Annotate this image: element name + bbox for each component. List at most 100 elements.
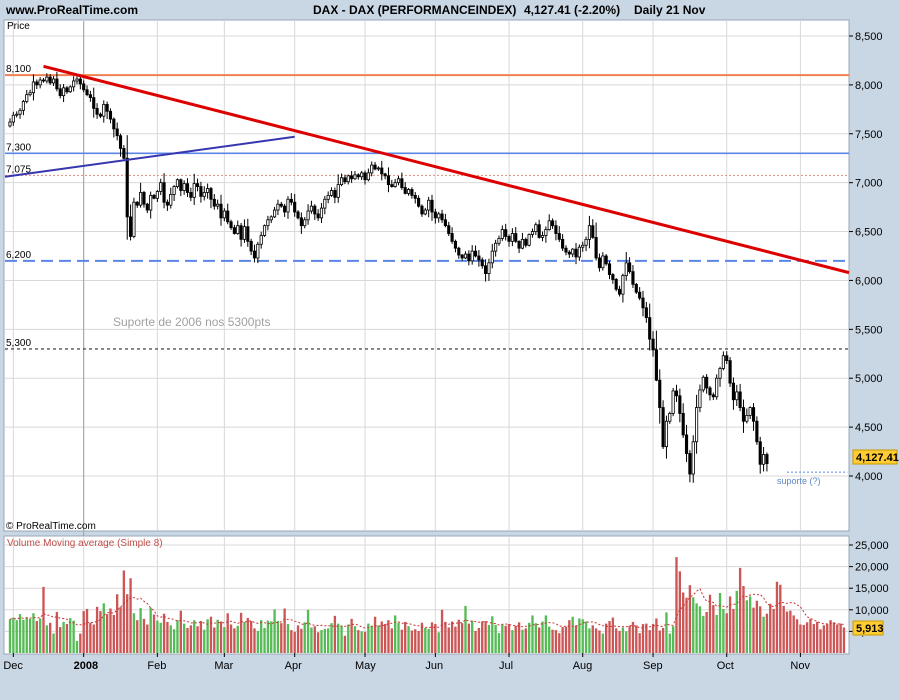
site-title: www.ProRealTime.com <box>5 3 138 17</box>
volume-bar <box>119 607 122 653</box>
candle-body <box>678 395 682 414</box>
volume-bar <box>383 624 387 653</box>
level-label: 7,075 <box>6 164 31 175</box>
candle-body <box>433 211 437 219</box>
volume-bar <box>759 606 762 653</box>
price-axis: 8,500 8,000 7,500 7,000 6,500 6,000 5,500 5,000… <box>849 31 883 483</box>
candle-body <box>122 148 126 159</box>
volume-bar <box>477 627 481 653</box>
price-tick-label: 7,500 <box>855 129 883 141</box>
volume-bar <box>420 622 424 653</box>
candle-body <box>246 226 250 242</box>
candle-body <box>547 220 551 231</box>
volume-bar <box>474 630 477 653</box>
volume-title: Volume Moving average (Simple 8) <box>7 538 163 549</box>
volume-bar <box>464 605 467 653</box>
x-tick-label: 2008 <box>74 660 98 672</box>
volume-bar <box>182 623 186 653</box>
candle-body <box>597 257 602 269</box>
volume-bar <box>253 628 256 653</box>
candle-body <box>15 113 19 116</box>
volume-bar <box>695 603 698 653</box>
volume-bar <box>712 605 715 653</box>
candle-body <box>18 109 22 115</box>
volume-bar <box>404 621 407 653</box>
candle-body <box>283 205 287 213</box>
candle-body <box>517 240 521 249</box>
volume-bar <box>718 592 722 653</box>
volume-bar <box>836 624 839 653</box>
price-tick-label: 4,000 <box>855 471 883 483</box>
volume-bar <box>665 612 668 653</box>
candle-body <box>222 210 226 219</box>
candle-body <box>299 217 303 227</box>
candle-body <box>617 288 622 295</box>
candle-body <box>755 420 759 443</box>
channel-line <box>4 135 295 178</box>
volume-bar <box>393 615 397 653</box>
candle-body <box>457 247 461 256</box>
volume-bar <box>283 608 286 653</box>
volume-bar <box>440 609 444 653</box>
volume-bar <box>213 627 216 653</box>
candle-body <box>128 216 133 237</box>
candle-body <box>192 183 196 198</box>
candle-body <box>98 113 103 117</box>
candle-body <box>239 225 243 240</box>
candle-body <box>604 255 608 265</box>
volume-bar <box>504 625 507 653</box>
volume-bar <box>802 624 805 653</box>
volume-bar <box>116 594 119 653</box>
volume-bar <box>521 629 524 653</box>
volume-bar <box>625 631 628 653</box>
volume-bar <box>544 615 548 653</box>
candle-body <box>189 192 193 198</box>
volume-bar <box>722 608 725 653</box>
volume-bar <box>651 624 655 653</box>
candle-body <box>524 238 528 246</box>
volume-bar <box>414 629 417 653</box>
candle-body <box>28 92 32 96</box>
candle-body <box>162 182 166 203</box>
candle-body <box>303 219 307 227</box>
volume-bar <box>424 627 427 653</box>
volume-bar <box>249 621 253 653</box>
candle-body <box>393 182 397 187</box>
volume-bar <box>270 621 273 653</box>
candle-body <box>195 183 200 187</box>
x-tick-label: Feb <box>147 660 166 672</box>
candle-body <box>172 186 176 195</box>
volume-bar <box>779 584 782 653</box>
candle-body <box>380 167 384 175</box>
candle-body <box>607 263 612 275</box>
volume-bar <box>407 626 410 653</box>
volume-bar <box>732 608 735 653</box>
last-volume-text: 5,913 <box>856 623 884 635</box>
candle-body <box>417 197 421 207</box>
volume-bar <box>594 628 598 653</box>
volume-bar <box>72 620 75 653</box>
candle-body <box>427 199 431 211</box>
candle-body <box>751 407 756 422</box>
volume-bar <box>497 633 501 653</box>
volume-bar <box>256 630 260 653</box>
volume-bar <box>35 621 38 653</box>
volume-tick-label: 15,000 <box>855 583 889 595</box>
volume-bar <box>32 613 35 653</box>
candle-body <box>363 172 367 181</box>
candle-body <box>31 81 36 94</box>
candle-body <box>430 199 434 213</box>
volume-bar <box>333 615 337 653</box>
level-label: 8,100 <box>6 64 31 75</box>
candle-body <box>175 179 180 187</box>
volume-bar <box>156 620 159 653</box>
instrument-title: DAX - DAX (PERFORMANCEINDEX) <box>313 3 516 17</box>
volume-bar <box>809 618 812 653</box>
volume-bar <box>69 618 72 653</box>
volume-bar <box>511 630 514 653</box>
candle-body <box>470 250 474 262</box>
candle-body <box>467 253 471 262</box>
volume-bar <box>380 621 383 653</box>
volume-bar <box>179 610 182 653</box>
volume-bar <box>263 627 266 653</box>
